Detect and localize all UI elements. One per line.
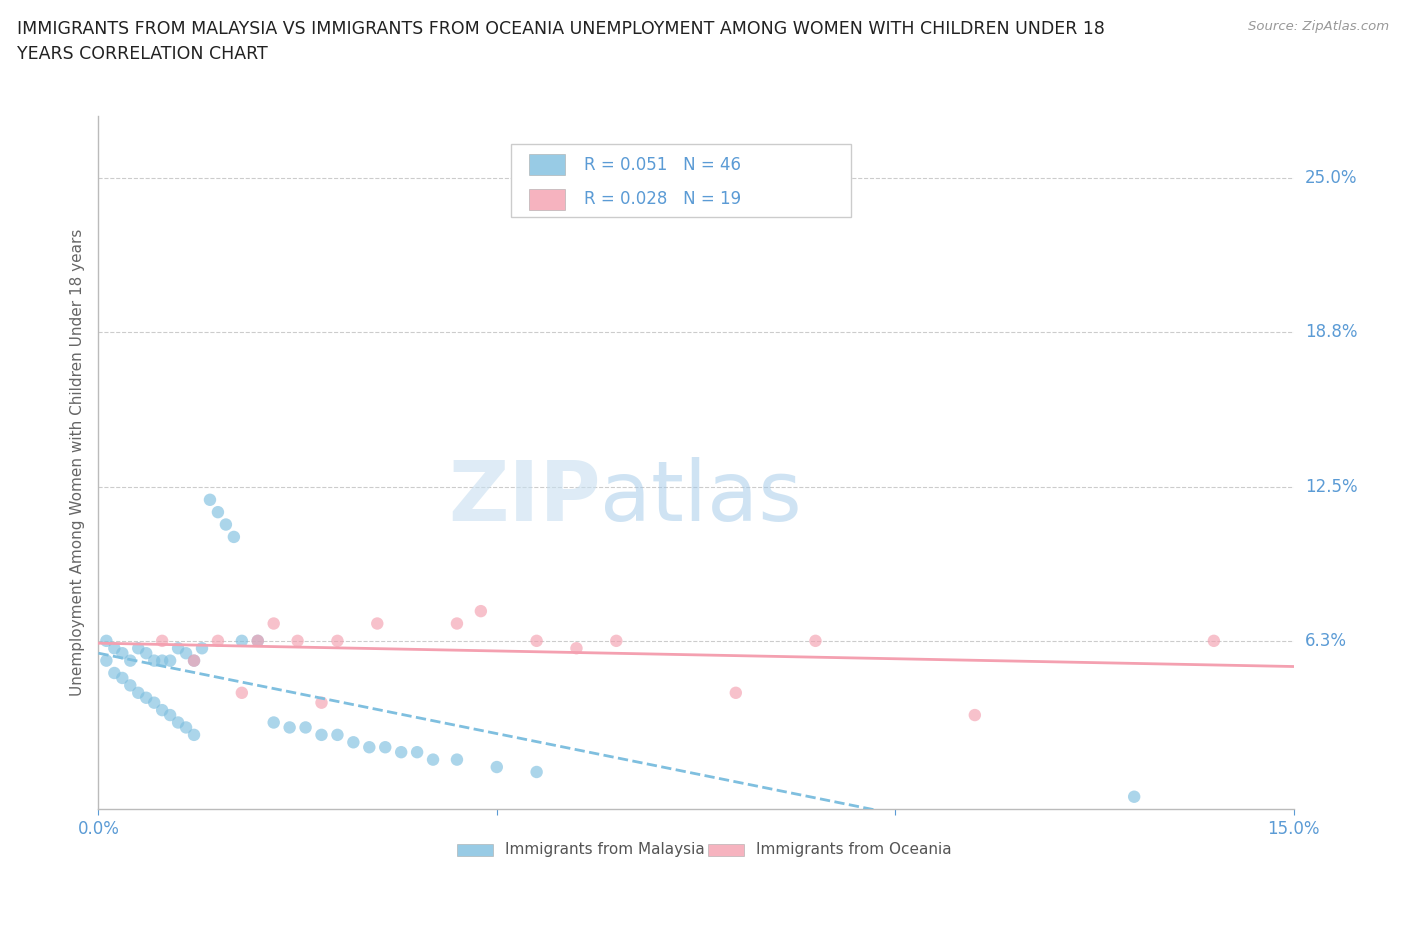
Point (111, 645, 134, 660)
Y-axis label: Unemployment Among Women with Children Under 18 years: Unemployment Among Women with Children U… (69, 229, 84, 697)
Point (406, 745, 429, 760)
Point (231, 685, 253, 700)
Text: IMMIGRANTS FROM MALAYSIA VS IMMIGRANTS FROM OCEANIA UNEMPLOYMENT AMONG WOMEN WIT: IMMIGRANTS FROM MALAYSIA VS IMMIGRANTS F… (17, 20, 1105, 38)
Point (1202, 633, 1225, 648)
Point (389, 745, 412, 760)
Point (231, 633, 253, 648)
Point (207, 633, 229, 648)
Point (135, 690, 157, 705)
Point (526, 764, 548, 779)
FancyBboxPatch shape (529, 154, 565, 175)
Point (215, 517, 238, 532)
Point (127, 641, 149, 656)
Text: 6.3%: 6.3% (1305, 631, 1347, 650)
Point (724, 685, 747, 700)
Point (526, 633, 548, 648)
Point (103, 641, 125, 656)
Point (120, 653, 142, 668)
Point (150, 653, 173, 668)
Point (278, 720, 301, 735)
Point (120, 678, 142, 693)
Point (135, 645, 157, 660)
Point (207, 505, 229, 520)
Point (111, 671, 134, 685)
Point (143, 696, 166, 711)
Text: Source: ZipAtlas.com: Source: ZipAtlas.com (1249, 20, 1389, 33)
Point (183, 727, 205, 742)
Point (366, 616, 388, 631)
Point (263, 715, 285, 730)
Point (485, 760, 508, 775)
Point (143, 653, 166, 668)
Point (246, 633, 269, 648)
Text: 25.0%: 25.0% (1305, 169, 1357, 187)
Point (159, 708, 181, 723)
Point (470, 604, 492, 618)
Point (150, 703, 173, 718)
Point (804, 633, 827, 648)
Point (183, 653, 205, 668)
Text: atlas: atlas (600, 457, 801, 538)
Point (446, 752, 468, 767)
FancyBboxPatch shape (709, 844, 744, 857)
Point (565, 641, 588, 656)
Point (422, 752, 444, 767)
Text: R = 0.028   N = 19: R = 0.028 N = 19 (583, 191, 741, 208)
Point (127, 685, 149, 700)
Text: Immigrants from Malaysia: Immigrants from Malaysia (505, 843, 704, 857)
Point (103, 666, 125, 681)
Text: 12.5%: 12.5% (1305, 478, 1357, 497)
Point (159, 653, 181, 668)
Point (96, 653, 118, 668)
Point (446, 616, 468, 631)
Point (246, 633, 269, 648)
Point (287, 633, 309, 648)
Point (294, 720, 316, 735)
Point (605, 633, 627, 648)
Point (167, 641, 190, 656)
Text: 18.8%: 18.8% (1305, 323, 1357, 340)
Point (359, 739, 381, 754)
Text: ZIP: ZIP (449, 457, 600, 538)
Point (963, 708, 986, 723)
Point (326, 727, 349, 742)
Point (342, 735, 364, 750)
Point (326, 633, 349, 648)
Text: Immigrants from Oceania: Immigrants from Oceania (756, 843, 952, 857)
Text: R = 0.051   N = 46: R = 0.051 N = 46 (583, 155, 741, 174)
Point (198, 492, 221, 507)
Point (222, 529, 245, 544)
Point (191, 641, 214, 656)
Point (150, 633, 173, 648)
Point (311, 696, 333, 711)
Point (174, 645, 197, 660)
Point (1123, 790, 1146, 804)
Point (183, 653, 205, 668)
Point (311, 727, 333, 742)
Point (263, 616, 285, 631)
FancyBboxPatch shape (529, 189, 565, 210)
FancyBboxPatch shape (510, 144, 852, 217)
Point (167, 715, 190, 730)
Point (96, 633, 118, 648)
Point (174, 720, 197, 735)
Point (374, 739, 396, 754)
FancyBboxPatch shape (457, 844, 494, 857)
Text: YEARS CORRELATION CHART: YEARS CORRELATION CHART (17, 45, 267, 62)
